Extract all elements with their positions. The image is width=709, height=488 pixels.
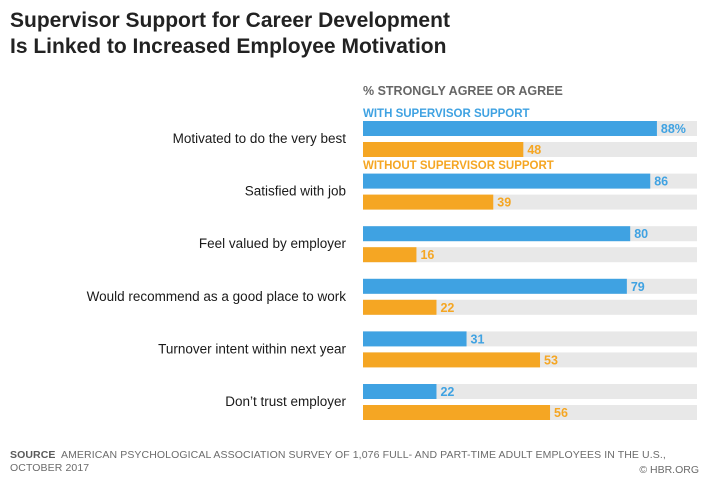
bar-with-support [363, 384, 437, 399]
bar-value-label: 56 [554, 406, 568, 420]
legend-with-support: WITH SUPERVISOR SUPPORT [363, 108, 530, 120]
bar-value-label: 22 [440, 301, 454, 315]
bar-value-label: 79 [631, 280, 645, 294]
bar-with-support [363, 278, 627, 294]
bar-value-label: 86 [654, 175, 668, 189]
bar-without-support [363, 352, 541, 368]
category-label: Motivated to do the very best [173, 131, 347, 146]
bar-without-support [363, 247, 417, 263]
bar-with-support [363, 226, 631, 242]
bar-value-label: 80 [634, 227, 648, 241]
chart-header: % STRONGLY AGREE OR AGREE [363, 84, 563, 98]
bar-value-label: 88% [661, 122, 686, 136]
category-label: Satisfied with job [245, 184, 346, 199]
bar-track [363, 299, 697, 315]
bar-value-label: 48 [527, 143, 541, 157]
bar-value-label: 53 [544, 353, 558, 367]
source-text-line-1: AMERICAN PSYCHOLOGICAL ASSOCIATION SURVE… [60, 449, 380, 461]
source-text-line-2: FULL- AND PART-TIME ADULT EMPLOYEES IN T… [10, 449, 666, 474]
bar-value-label: 31 [471, 332, 485, 346]
chart-title-line-2: Is Linked to Increased Employee Motivati… [10, 35, 447, 58]
bar-with-support [363, 173, 651, 189]
bar-without-support [363, 142, 524, 157]
category-label: Don’t trust employer [225, 394, 346, 409]
bar-chart: % STRONGLY AGREE OR AGREE Motivated to do… [87, 84, 697, 420]
bar-track [363, 384, 697, 399]
bar-without-support [363, 194, 494, 210]
category-label: Feel valued by employer [199, 236, 347, 251]
legend-without-support: WITHOUT SUPERVISOR SUPPORT [363, 160, 554, 172]
copyright-credit: © HBR.ORG [639, 464, 699, 476]
source-label: SOURCE [10, 449, 56, 461]
source-note: SOURCE AMERICAN PSYCHOLOGICAL ASSOCIATIO… [10, 449, 709, 475]
bar-value-label: 39 [497, 196, 511, 210]
bar-without-support [363, 299, 437, 315]
chart-title-line-1: Supervisor Support for Career Developmen… [10, 9, 450, 32]
bar-value-label: 22 [440, 385, 454, 399]
bar-value-label: 16 [420, 248, 434, 262]
chart-title: Supervisor Support for Career Developmen… [10, 8, 570, 60]
bar-with-support [363, 121, 657, 136]
category-label: Turnover intent within next year [158, 341, 346, 356]
bar-track [363, 247, 697, 263]
bar-with-support [363, 331, 467, 347]
bar-without-support [363, 405, 551, 420]
category-label: Would recommend as a good place to work [87, 289, 347, 304]
